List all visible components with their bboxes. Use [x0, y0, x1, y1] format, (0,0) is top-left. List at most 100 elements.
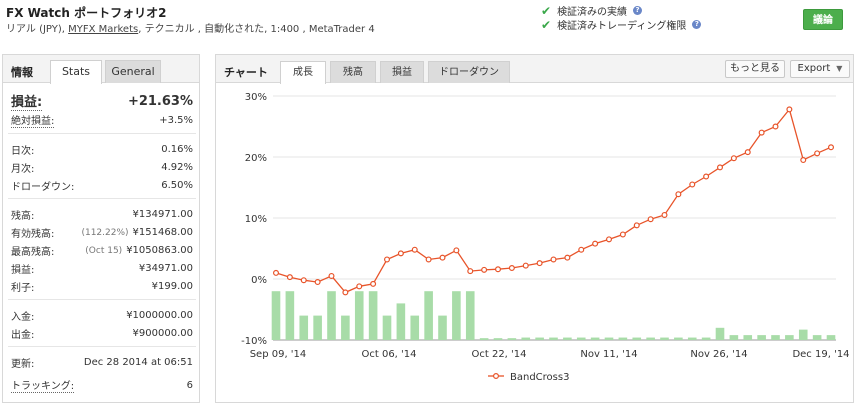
more-button[interactable]: もっと見る — [725, 60, 785, 78]
data-point — [384, 256, 391, 263]
volume-bar — [785, 335, 794, 340]
x-tick-label: Nov 26, '14 — [690, 349, 747, 360]
data-point — [661, 211, 668, 218]
monthly-label: 月次: — [11, 163, 35, 175]
help-icon[interactable]: ? — [633, 6, 643, 15]
tracking-row: トラッキング: 6 — [11, 377, 193, 393]
data-point — [717, 164, 724, 171]
volume-bar — [424, 291, 433, 340]
tab-balance[interactable]: 残高 — [330, 61, 376, 83]
volume-bar — [701, 337, 711, 340]
data-point — [633, 222, 640, 229]
updated-row: 更新: Dec 28 2014 at 06:51 — [11, 354, 193, 370]
discuss-button[interactable]: 議論 — [803, 9, 843, 30]
tracking-label[interactable]: トラッキング: — [11, 377, 75, 393]
x-tick-label: Dec 19, '14 — [792, 349, 849, 360]
deposits-label: 入金: — [11, 311, 35, 323]
data-point — [550, 256, 557, 263]
tab-drawdown[interactable]: ドローダウン — [428, 61, 510, 83]
volume-bar — [507, 338, 517, 340]
interest-row: 利子: ¥199.00 — [11, 278, 193, 294]
export-label: Export — [797, 63, 831, 74]
chart-heading: チャート — [224, 66, 268, 79]
data-point — [619, 231, 626, 238]
x-tick-label: Oct 22, '14 — [471, 349, 526, 360]
y-tick-label: -10% — [241, 336, 267, 347]
volume-bar — [660, 337, 669, 340]
volume-bar — [410, 315, 420, 340]
broker-link[interactable]: MYFX Markets — [68, 24, 139, 35]
tab-profit[interactable]: 損益 — [380, 61, 424, 83]
volume-bar — [493, 338, 503, 340]
volume-bar — [271, 291, 281, 340]
volume-bar — [382, 315, 392, 340]
tab-growth[interactable]: 成長 — [280, 61, 326, 84]
drawdown-row: ドローダウン: 6.50% — [11, 177, 193, 193]
data-point — [272, 269, 279, 276]
subtitle-suffix: , テクニカル , 自動化された, 1:400 , MetaTrader 4 — [138, 24, 375, 35]
equity-label: 有効残高: — [11, 228, 55, 240]
monthly-value: 4.92% — [161, 161, 193, 173]
tab-stats[interactable]: Stats — [50, 60, 102, 84]
volume-bar — [798, 329, 808, 340]
data-point — [675, 191, 682, 198]
legend-label: BandCross3 — [510, 372, 569, 383]
data-point — [578, 246, 585, 253]
data-point — [744, 149, 751, 156]
balance-value: ¥134971.00 — [132, 208, 193, 220]
equity-percent: (112.22%) — [81, 227, 129, 238]
volume-bar — [327, 291, 336, 340]
verified-track-record: ✔ 検証済みの実績 ? — [541, 3, 643, 18]
volume-bar — [285, 291, 295, 340]
volume-bar — [743, 335, 753, 340]
interest-value: ¥199.00 — [151, 280, 193, 292]
deposits-value: ¥1000000.00 — [126, 309, 193, 321]
help-icon[interactable]: ? — [692, 20, 702, 29]
data-point — [689, 181, 696, 188]
volume-bar — [771, 335, 780, 340]
gain-value: +21.63% — [127, 93, 193, 109]
volume-bar — [618, 337, 628, 340]
gain-label[interactable]: 損益: — [11, 91, 43, 111]
data-point — [772, 123, 779, 130]
account-header: FX Watch ポートフォリオ2 リアル (JPY), MYFX Market… — [0, 0, 855, 50]
updated-value: Dec 28 2014 at 06:51 — [83, 356, 193, 368]
abs-gain-value: +3.5% — [159, 114, 193, 126]
verified-trading-privileges-label: 検証済みトレーディング権限 — [557, 21, 687, 32]
checkmark-icon: ✔ — [541, 3, 552, 18]
volume-bar — [812, 335, 822, 340]
y-tick-label: 0% — [251, 275, 267, 286]
data-point — [786, 106, 793, 113]
volume-bar — [757, 335, 766, 340]
abs-gain-label[interactable]: 絶対損益: — [11, 112, 55, 128]
chart-y-axis: 30% 20% 10% 0% -10% — [241, 92, 267, 347]
volume-bar — [604, 337, 614, 340]
volume-bar — [715, 327, 725, 340]
highest-value: ¥1050863.00 — [126, 244, 193, 256]
data-point — [467, 268, 474, 275]
volume-bar — [368, 291, 378, 340]
daily-label: 日次: — [11, 145, 35, 157]
volume-bar — [396, 303, 406, 340]
chart-tabbar: チャート 成長 残高 損益 ドローダウン もっと見る Export ▼ — [216, 55, 853, 84]
volume-bar — [354, 291, 364, 340]
divider — [8, 133, 196, 134]
data-point — [564, 254, 571, 261]
profit-label: 損益: — [11, 264, 35, 276]
withdrawals-label: 出金: — [11, 329, 35, 341]
volume-bar — [479, 338, 489, 340]
data-point — [453, 247, 460, 254]
checkmark-icon: ✔ — [541, 17, 552, 32]
export-button[interactable]: Export ▼ — [790, 60, 850, 78]
equity-row: 有効残高: (112.22%) ¥151468.00 — [11, 224, 193, 240]
drawdown-value: 6.50% — [161, 179, 193, 191]
verified-track-record-label: 検証済みの実績 — [557, 7, 628, 18]
chart-x-axis: Sep 09, '14 Oct 06, '14 Oct 22, '14 Nov 11,… — [250, 349, 850, 360]
tab-general[interactable]: General — [105, 60, 161, 83]
data-point — [439, 254, 446, 261]
data-point — [827, 144, 834, 151]
tracking-value: 6 — [186, 379, 193, 391]
updated-label: 更新: — [11, 358, 35, 370]
legend-swatch-marker — [493, 373, 500, 380]
data-point — [425, 256, 432, 263]
